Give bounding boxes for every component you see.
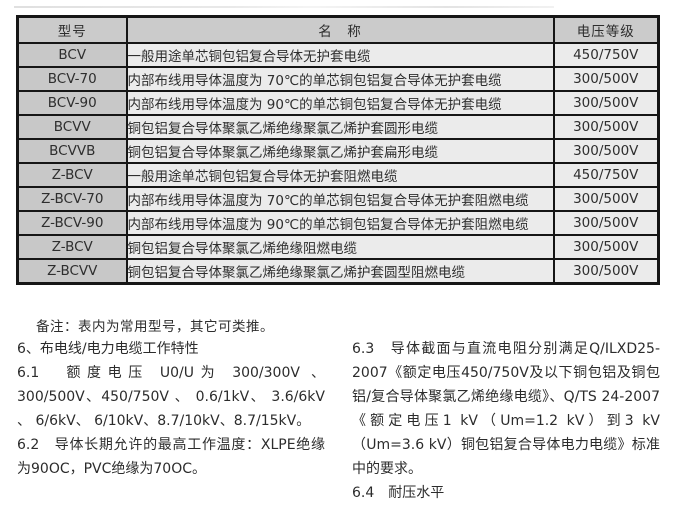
name-cell: 一般用途单芯铜包铝复合导体无护套阻燃电缆 xyxy=(125,162,555,188)
section-6-3-text: 6.3 导体截面与直流电阻分别满足Q/ILXD25-2007《额定电压450/7… xyxy=(352,341,660,477)
model-cell: BCV-90 xyxy=(16,90,128,116)
name-cell: 铜包铝复合导体聚氯乙烯绝缘聚氯乙烯护套圆型阻燃电缆 xyxy=(125,258,555,285)
table-row: BCVV 铜包铝复合导体聚氯乙烯绝缘聚氯乙烯护套圆形电缆 300/500V xyxy=(16,114,660,140)
table-row: BCVVB 铜包铝复合导体聚氯乙烯绝缘聚氯乙烯护套扁形电缆 300/500V xyxy=(16,138,660,164)
name-cell: 内部布线用导体温度为 90℃的单芯铜包铝复合导体无护套阻燃电缆 xyxy=(125,210,555,236)
model-cell: Z-BCVV xyxy=(16,258,128,285)
model-cell: Z-BCV xyxy=(16,162,128,188)
voltage-cell: 300/500V xyxy=(552,138,660,164)
right-text-column: 6.3 导体截面与直流电阻分别满足Q/ILXD25-2007《额定电压450/7… xyxy=(352,337,660,505)
name-cell: 一般用途单芯铜包铝复合导体无护套电缆 xyxy=(125,42,555,68)
table-row: Z-BCV-90 内部布线用导体温度为 90℃的单芯铜包铝复合导体无护套阻燃电缆… xyxy=(16,210,660,236)
voltage-cell: 300/500V xyxy=(552,90,660,116)
section-6-4-text: 6.4 耐压水平 xyxy=(352,485,445,501)
table-row: BCV 一般用途单芯铜包铝复合导体无护套电缆 450/750V xyxy=(16,42,660,68)
table-row: Z-BCV 铜包铝复合导体聚氯乙烯绝缘阻燃电缆 300/500V xyxy=(16,234,660,260)
voltage-cell: 450/750V xyxy=(552,42,660,68)
section-6-1-text: 6.1 额度电压 U0/U为 300/300V 、 300/500V、450/7… xyxy=(17,365,325,429)
model-cell: BCV-70 xyxy=(16,66,128,92)
table-row: Z-BCV 一般用途单芯铜包铝复合导体无护套阻燃电缆 450/750V xyxy=(16,162,660,188)
header-voltage: 电压等级 xyxy=(552,15,660,44)
name-cell: 铜包铝复合导体聚氯乙烯绝缘阻燃电缆 xyxy=(125,234,555,260)
model-cell: Z-BCV-90 xyxy=(16,210,128,236)
model-cell: BCVV xyxy=(16,114,128,140)
model-cell: Z-BCV xyxy=(16,234,128,260)
name-cell: 铜包铝复合导体聚氯乙烯绝缘聚氯乙烯护套圆形电缆 xyxy=(125,114,555,140)
name-cell: 铜包铝复合导体聚氯乙烯绝缘聚氯乙烯护套扁形电缆 xyxy=(125,138,555,164)
body-text-columns: 6、布电线/电力电缆工作特性 6.1 额度电压 U0/U为 300/300V 、… xyxy=(17,337,660,505)
cable-spec-table: 型号 名 称 电压等级 BCV 一般用途单芯铜包铝复合导体无护套电缆 450/7… xyxy=(16,15,660,285)
table-row: Z-BCVV 铜包铝复合导体聚氯乙烯绝缘聚氯乙烯护套圆型阻燃电缆 300/500… xyxy=(16,258,660,285)
voltage-cell: 300/500V xyxy=(552,210,660,236)
name-cell: 内部布线用导体温度为 70℃的单芯铜包铝复合导体无护套电缆 xyxy=(125,66,555,92)
table-row: Z-BCV-70 内部布线用导体温度为 70℃的单芯铜包铝复合导体无护套阻燃电缆… xyxy=(16,186,660,212)
name-cell: 内部布线用导体温度为 70℃的单芯铜包铝复合导体无护套阻燃电缆 xyxy=(125,186,555,212)
document-page: 型号 名 称 电压等级 BCV 一般用途单芯铜包铝复合导体无护套电缆 450/7… xyxy=(14,6,660,501)
name-cell: 内部布线用导体温度为 90℃的单芯铜包铝复合导体无护套电缆 xyxy=(125,90,555,116)
model-cell: BCV xyxy=(16,42,128,68)
model-cell: BCVVB xyxy=(16,138,128,164)
voltage-cell: 300/500V xyxy=(552,258,660,285)
voltage-cell: 300/500V xyxy=(552,66,660,92)
header-name: 名 称 xyxy=(125,15,555,44)
section-6-heading: 6、布电线/电力电缆工作特性 xyxy=(17,341,199,357)
section-6-2-text: 6.2 导体长期允许的最高工作温度：XLPE绝缘为90OC，PVC绝缘为70OC… xyxy=(17,437,325,477)
voltage-cell: 300/500V xyxy=(552,234,660,260)
left-text-column: 6、布电线/电力电缆工作特性 6.1 额度电压 U0/U为 300/300V 、… xyxy=(17,337,325,505)
model-cell: Z-BCV-70 xyxy=(16,186,128,212)
voltage-cell: 300/500V xyxy=(552,186,660,212)
table-row: BCV-70 内部布线用导体温度为 70℃的单芯铜包铝复合导体无护套电缆 300… xyxy=(16,66,660,92)
voltage-cell: 450/750V xyxy=(552,162,660,188)
table-remark: 备注：表内为常用型号，其它可类推。 xyxy=(36,319,274,335)
scan-artifact-line xyxy=(14,6,554,8)
table-row: BCV-90 内部布线用导体温度为 90℃的单芯铜包铝复合导体无护套电缆 300… xyxy=(16,90,660,116)
table-header-row: 型号 名 称 电压等级 xyxy=(16,15,660,44)
voltage-cell: 300/500V xyxy=(552,114,660,140)
header-model: 型号 xyxy=(16,15,128,44)
